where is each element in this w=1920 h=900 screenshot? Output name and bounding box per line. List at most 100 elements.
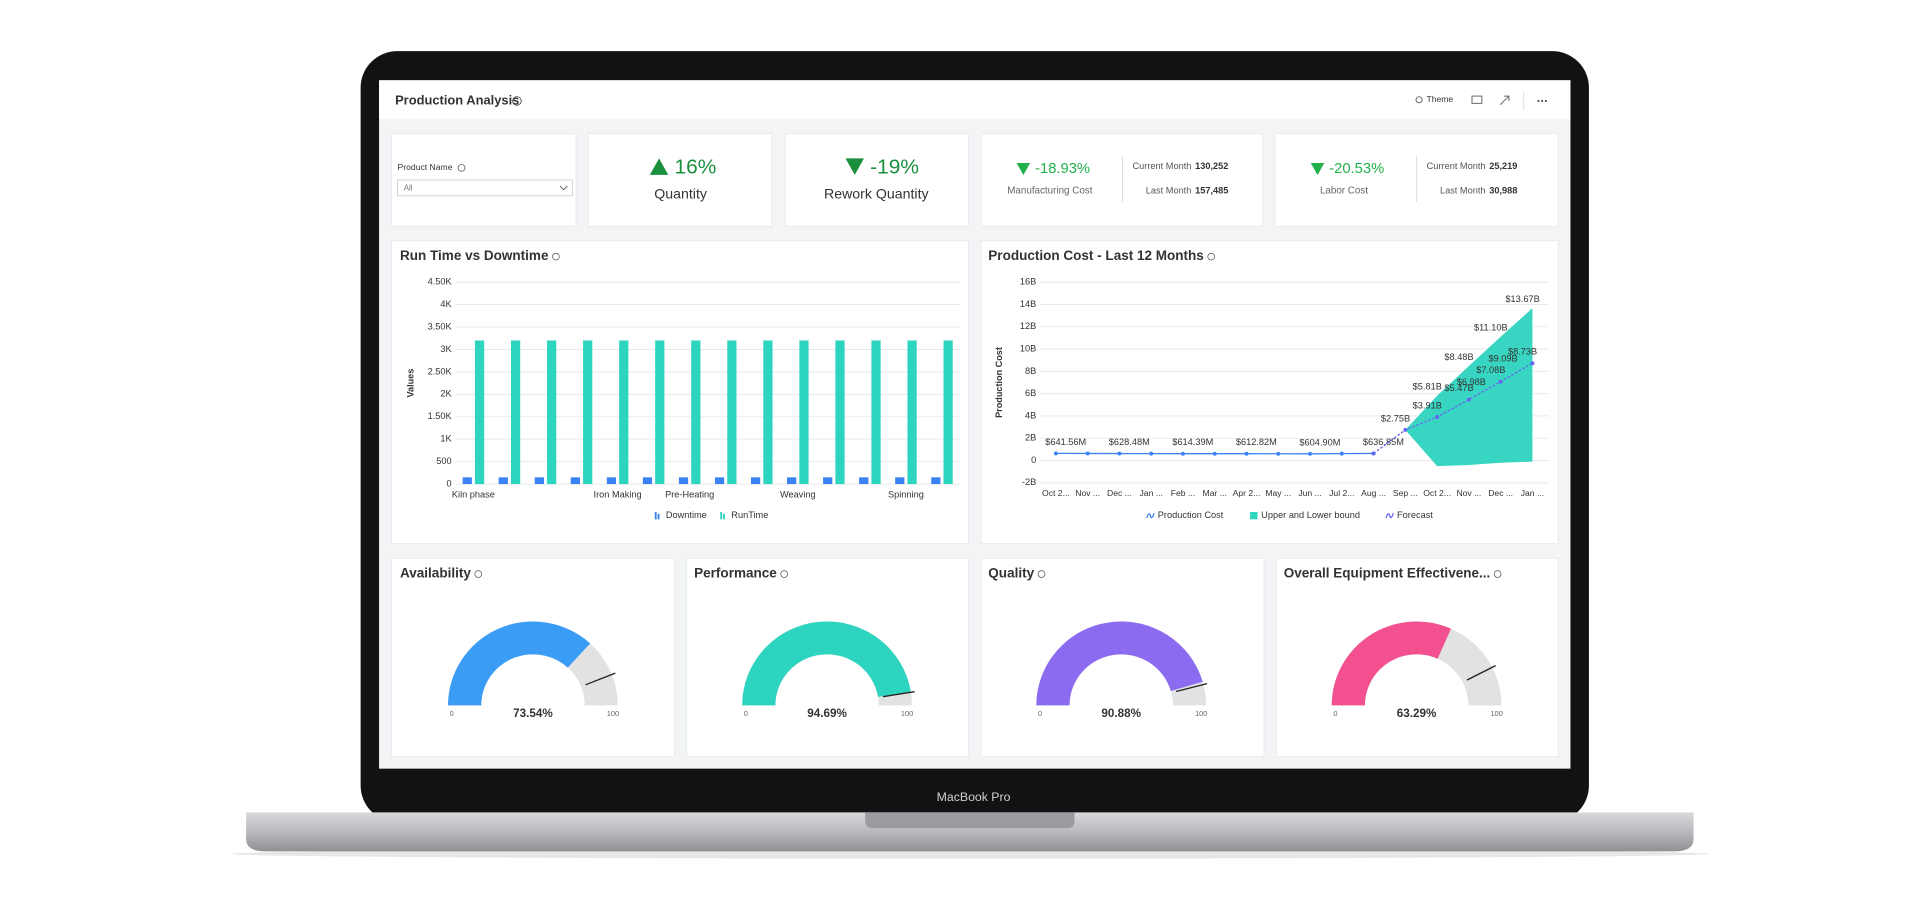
point (1403, 427, 1408, 432)
y-axis-title: Production Cost (994, 347, 1004, 418)
gauge-target (585, 672, 616, 686)
info-icon[interactable] (474, 570, 483, 578)
kpi-card (587, 133, 773, 227)
filter-select[interactable] (397, 179, 573, 197)
kpi-value: -19% (870, 155, 919, 178)
current-label: Current Month (1133, 161, 1192, 171)
x-tick-label: May ... (1265, 488, 1291, 498)
gauge-max: 100 (607, 709, 619, 718)
cost-label: Labor Cost (1320, 186, 1368, 197)
x-tick-label: Weaving (780, 489, 816, 499)
x-tick-label: Dec ... (1107, 488, 1132, 498)
notch (865, 812, 1075, 829)
legend-swatch (720, 512, 723, 520)
x-tick-label: Feb ... (1171, 488, 1195, 498)
y-tick-label: 2K (440, 389, 451, 399)
bar (691, 340, 701, 485)
y-tick-label: 3.50K (428, 321, 452, 331)
legend-swatch (723, 513, 725, 520)
filter-value[interactable]: All (404, 184, 413, 193)
theme-button[interactable]: Theme (1426, 94, 1453, 104)
gauge-min: 0 (744, 709, 748, 718)
bar (727, 340, 737, 485)
expand-icon[interactable] (1499, 95, 1510, 105)
chart-title: Quality (988, 566, 1034, 581)
info-icon[interactable] (1493, 570, 1502, 578)
gauge-min: 0 (1038, 709, 1042, 718)
bar (907, 340, 917, 485)
info-icon[interactable] (552, 252, 560, 261)
legend-swatch (657, 513, 660, 520)
bar (943, 340, 953, 485)
info-icon[interactable] (780, 570, 788, 578)
chart-title: Performance (694, 566, 777, 581)
y-tick-label: 14B (1020, 299, 1036, 309)
more-icon[interactable] (1537, 99, 1547, 103)
point (1435, 415, 1440, 419)
gauge-max: 100 (1195, 709, 1207, 718)
y-tick-label: 3K (440, 344, 451, 354)
x-tick-label: Nov ... (1075, 488, 1100, 498)
series-line (1373, 362, 1533, 454)
trend-arrow (1310, 163, 1325, 176)
data-label: $604.90M (1299, 437, 1340, 447)
last-value: 30,988 (1489, 185, 1517, 195)
y-tick-label: 0 (1031, 455, 1036, 465)
x-tick-label: Pre-Heating (665, 489, 714, 499)
data-label: $641.56M (1045, 437, 1086, 447)
bar (931, 477, 941, 485)
trend-arrow (649, 158, 669, 175)
bar (474, 340, 485, 485)
cost-label: Manufacturing Cost (1007, 186, 1092, 197)
x-tick-label: Apr 2... (1233, 488, 1261, 498)
y-tick-label: -2B (1022, 477, 1036, 487)
gauge-value-label: 94.69% (807, 707, 847, 720)
gauge-card (686, 557, 969, 757)
bar (606, 477, 617, 485)
current-value: 25,219 (1489, 161, 1517, 171)
info-icon[interactable] (457, 164, 466, 172)
bar (462, 477, 472, 485)
x-tick-label: Aug ... (1361, 488, 1386, 498)
point (1149, 451, 1154, 456)
y-tick-label: 12B (1020, 321, 1036, 331)
filter-icon[interactable] (1471, 95, 1483, 104)
x-tick-label: Oct 2... (1042, 488, 1070, 498)
y-tick-label: 4B (1025, 410, 1036, 420)
gauge-card (980, 557, 1265, 757)
legend-label: Forecast (1397, 510, 1433, 520)
cost-change: -20.53% (1329, 161, 1384, 177)
y-tick-label: 16B (1020, 277, 1036, 287)
y-tick-label: 0 (447, 479, 452, 489)
header-bar (379, 80, 1571, 120)
x-tick-label: Jan ... (1521, 488, 1544, 498)
info-icon[interactable] (512, 96, 522, 106)
bar (510, 340, 521, 485)
gauge-max: 100 (901, 709, 913, 718)
x-tick-label: Spinning (888, 489, 924, 499)
gauge-card (391, 557, 675, 757)
info-icon[interactable] (1037, 570, 1046, 578)
y-tick-label: 4.50K (428, 277, 452, 287)
info-icon[interactable] (1207, 252, 1216, 261)
bar (655, 340, 665, 485)
y-tick-label: 1.50K (428, 411, 452, 421)
data-label: $5.81B (1413, 382, 1442, 392)
legend-label: Upper and Lower bound (1261, 510, 1360, 520)
legend-swatch (1385, 513, 1394, 519)
kpi-label: Rework Quantity (824, 185, 929, 201)
chart-title: Production Cost - Last 12 Months (988, 248, 1204, 263)
x-tick-label: Mar ... (1203, 488, 1227, 498)
kpi-label: Quantity (654, 185, 707, 201)
theme-icon[interactable] (1415, 96, 1423, 104)
last-label: Last Month (1440, 185, 1486, 195)
gauge-min: 0 (1333, 709, 1337, 718)
current-value: 130,252 (1195, 161, 1228, 171)
last-label: Last Month (1146, 185, 1192, 195)
gauge-value (742, 621, 911, 706)
trend-arrow (1016, 163, 1031, 176)
bar (763, 340, 773, 485)
data-label: $8.73B (1508, 347, 1537, 357)
point (1085, 451, 1090, 456)
